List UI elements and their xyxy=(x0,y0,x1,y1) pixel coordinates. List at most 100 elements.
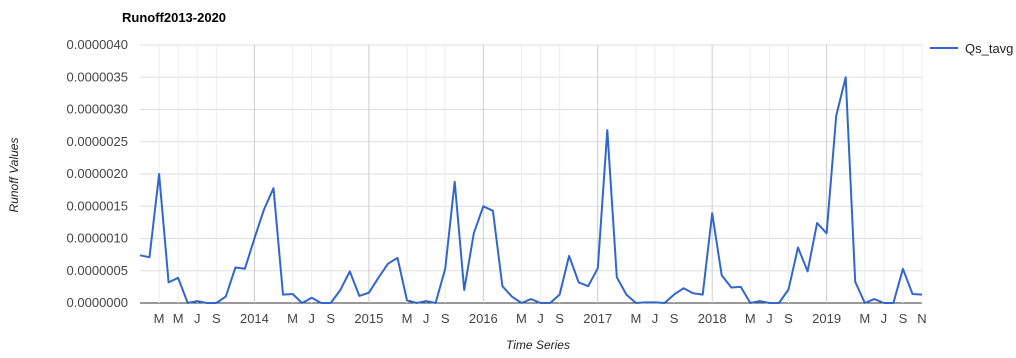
data-point[interactable] xyxy=(385,261,390,266)
data-point[interactable] xyxy=(548,301,553,306)
x-tick-label: 2017 xyxy=(583,311,612,326)
data-point[interactable] xyxy=(538,301,543,306)
data-point[interactable] xyxy=(767,301,772,306)
data-point[interactable] xyxy=(223,294,228,299)
data-point[interactable] xyxy=(185,301,190,306)
legend[interactable]: Qs_tavg xyxy=(930,41,1013,56)
x-tick-label: S xyxy=(784,311,793,326)
data-point[interactable] xyxy=(166,280,171,285)
data-point[interactable] xyxy=(815,221,820,226)
x-tick-label: S xyxy=(555,311,564,326)
y-tick-label: 0.0000040 xyxy=(67,37,128,52)
x-axis-title: Time Series xyxy=(506,338,570,352)
data-point[interactable] xyxy=(872,297,877,302)
y-tick-label: 0.0000035 xyxy=(67,69,128,84)
data-point[interactable] xyxy=(843,75,848,80)
data-point[interactable] xyxy=(509,294,514,299)
data-point[interactable] xyxy=(157,172,162,177)
data-point[interactable] xyxy=(796,245,801,250)
data-point[interactable] xyxy=(891,301,896,306)
data-point[interactable] xyxy=(395,255,400,260)
data-point[interactable] xyxy=(700,292,705,297)
data-point[interactable] xyxy=(614,275,619,280)
data-point[interactable] xyxy=(757,299,762,304)
data-point[interactable] xyxy=(738,284,743,289)
data-point[interactable] xyxy=(853,279,858,284)
data-point[interactable] xyxy=(319,301,324,306)
data-point[interactable] xyxy=(748,301,753,306)
x-tick-label: M xyxy=(402,311,413,326)
data-point[interactable] xyxy=(881,301,886,306)
data-point[interactable] xyxy=(176,275,181,280)
x-tick-label: J xyxy=(652,311,659,326)
data-point[interactable] xyxy=(443,266,448,271)
data-point[interactable] xyxy=(376,275,381,280)
data-point[interactable] xyxy=(633,301,638,306)
data-point[interactable] xyxy=(195,299,200,304)
data-point[interactable] xyxy=(624,292,629,297)
data-point[interactable] xyxy=(281,292,286,297)
data-point[interactable] xyxy=(242,266,247,271)
data-point[interactable] xyxy=(605,128,610,133)
data-point[interactable] xyxy=(710,211,715,216)
data-point[interactable] xyxy=(786,287,791,292)
data-point[interactable] xyxy=(261,207,266,212)
y-tick-label: 0.0000020 xyxy=(67,166,128,181)
data-point[interactable] xyxy=(433,301,438,306)
data-point[interactable] xyxy=(595,266,600,271)
data-point[interactable] xyxy=(776,301,781,306)
series-line-qs-tavg xyxy=(139,76,923,304)
series-layer xyxy=(138,75,925,306)
data-point[interactable] xyxy=(366,290,371,295)
data-point[interactable] xyxy=(300,301,305,306)
data-point[interactable] xyxy=(910,291,915,296)
data-point[interactable] xyxy=(557,292,562,297)
data-point[interactable] xyxy=(290,291,295,296)
data-point[interactable] xyxy=(414,301,419,306)
data-point[interactable] xyxy=(662,301,667,306)
x-tick-label: J xyxy=(881,311,888,326)
data-point[interactable] xyxy=(252,236,257,241)
data-point[interactable] xyxy=(309,295,314,300)
data-point[interactable] xyxy=(719,273,724,278)
data-point[interactable] xyxy=(672,292,677,297)
data-point[interactable] xyxy=(424,299,429,304)
data-point[interactable] xyxy=(519,301,524,306)
data-point[interactable] xyxy=(405,298,410,303)
data-point[interactable] xyxy=(452,179,457,184)
data-point[interactable] xyxy=(805,269,810,274)
data-point[interactable] xyxy=(729,285,734,290)
data-point[interactable] xyxy=(490,208,495,213)
data-point[interactable] xyxy=(357,293,362,298)
x-tick-label: J xyxy=(766,311,773,326)
data-point[interactable] xyxy=(204,301,209,306)
data-point[interactable] xyxy=(347,269,352,274)
data-point[interactable] xyxy=(462,288,467,293)
data-point[interactable] xyxy=(567,253,572,258)
data-point[interactable] xyxy=(862,301,867,306)
data-point[interactable] xyxy=(481,204,486,209)
y-tick-label: 0.0000030 xyxy=(67,102,128,117)
x-tick-label: M xyxy=(859,311,870,326)
data-point[interactable] xyxy=(328,301,333,306)
data-point[interactable] xyxy=(681,286,686,291)
data-point[interactable] xyxy=(147,255,152,260)
data-point[interactable] xyxy=(233,265,238,270)
data-point[interactable] xyxy=(529,297,534,302)
data-point[interactable] xyxy=(576,280,581,285)
data-point[interactable] xyxy=(920,292,925,297)
data-point[interactable] xyxy=(900,266,905,271)
data-point[interactable] xyxy=(643,300,648,305)
data-point[interactable] xyxy=(138,253,143,258)
data-point[interactable] xyxy=(824,231,829,236)
y-tick-label: 0.0000010 xyxy=(67,231,128,246)
data-point[interactable] xyxy=(586,284,591,289)
data-point[interactable] xyxy=(652,300,657,305)
data-point[interactable] xyxy=(691,291,696,296)
data-point[interactable] xyxy=(834,113,839,118)
data-point[interactable] xyxy=(214,301,219,306)
data-point[interactable] xyxy=(271,186,276,191)
data-point[interactable] xyxy=(338,288,343,293)
data-point[interactable] xyxy=(471,231,476,236)
data-point[interactable] xyxy=(500,284,505,289)
